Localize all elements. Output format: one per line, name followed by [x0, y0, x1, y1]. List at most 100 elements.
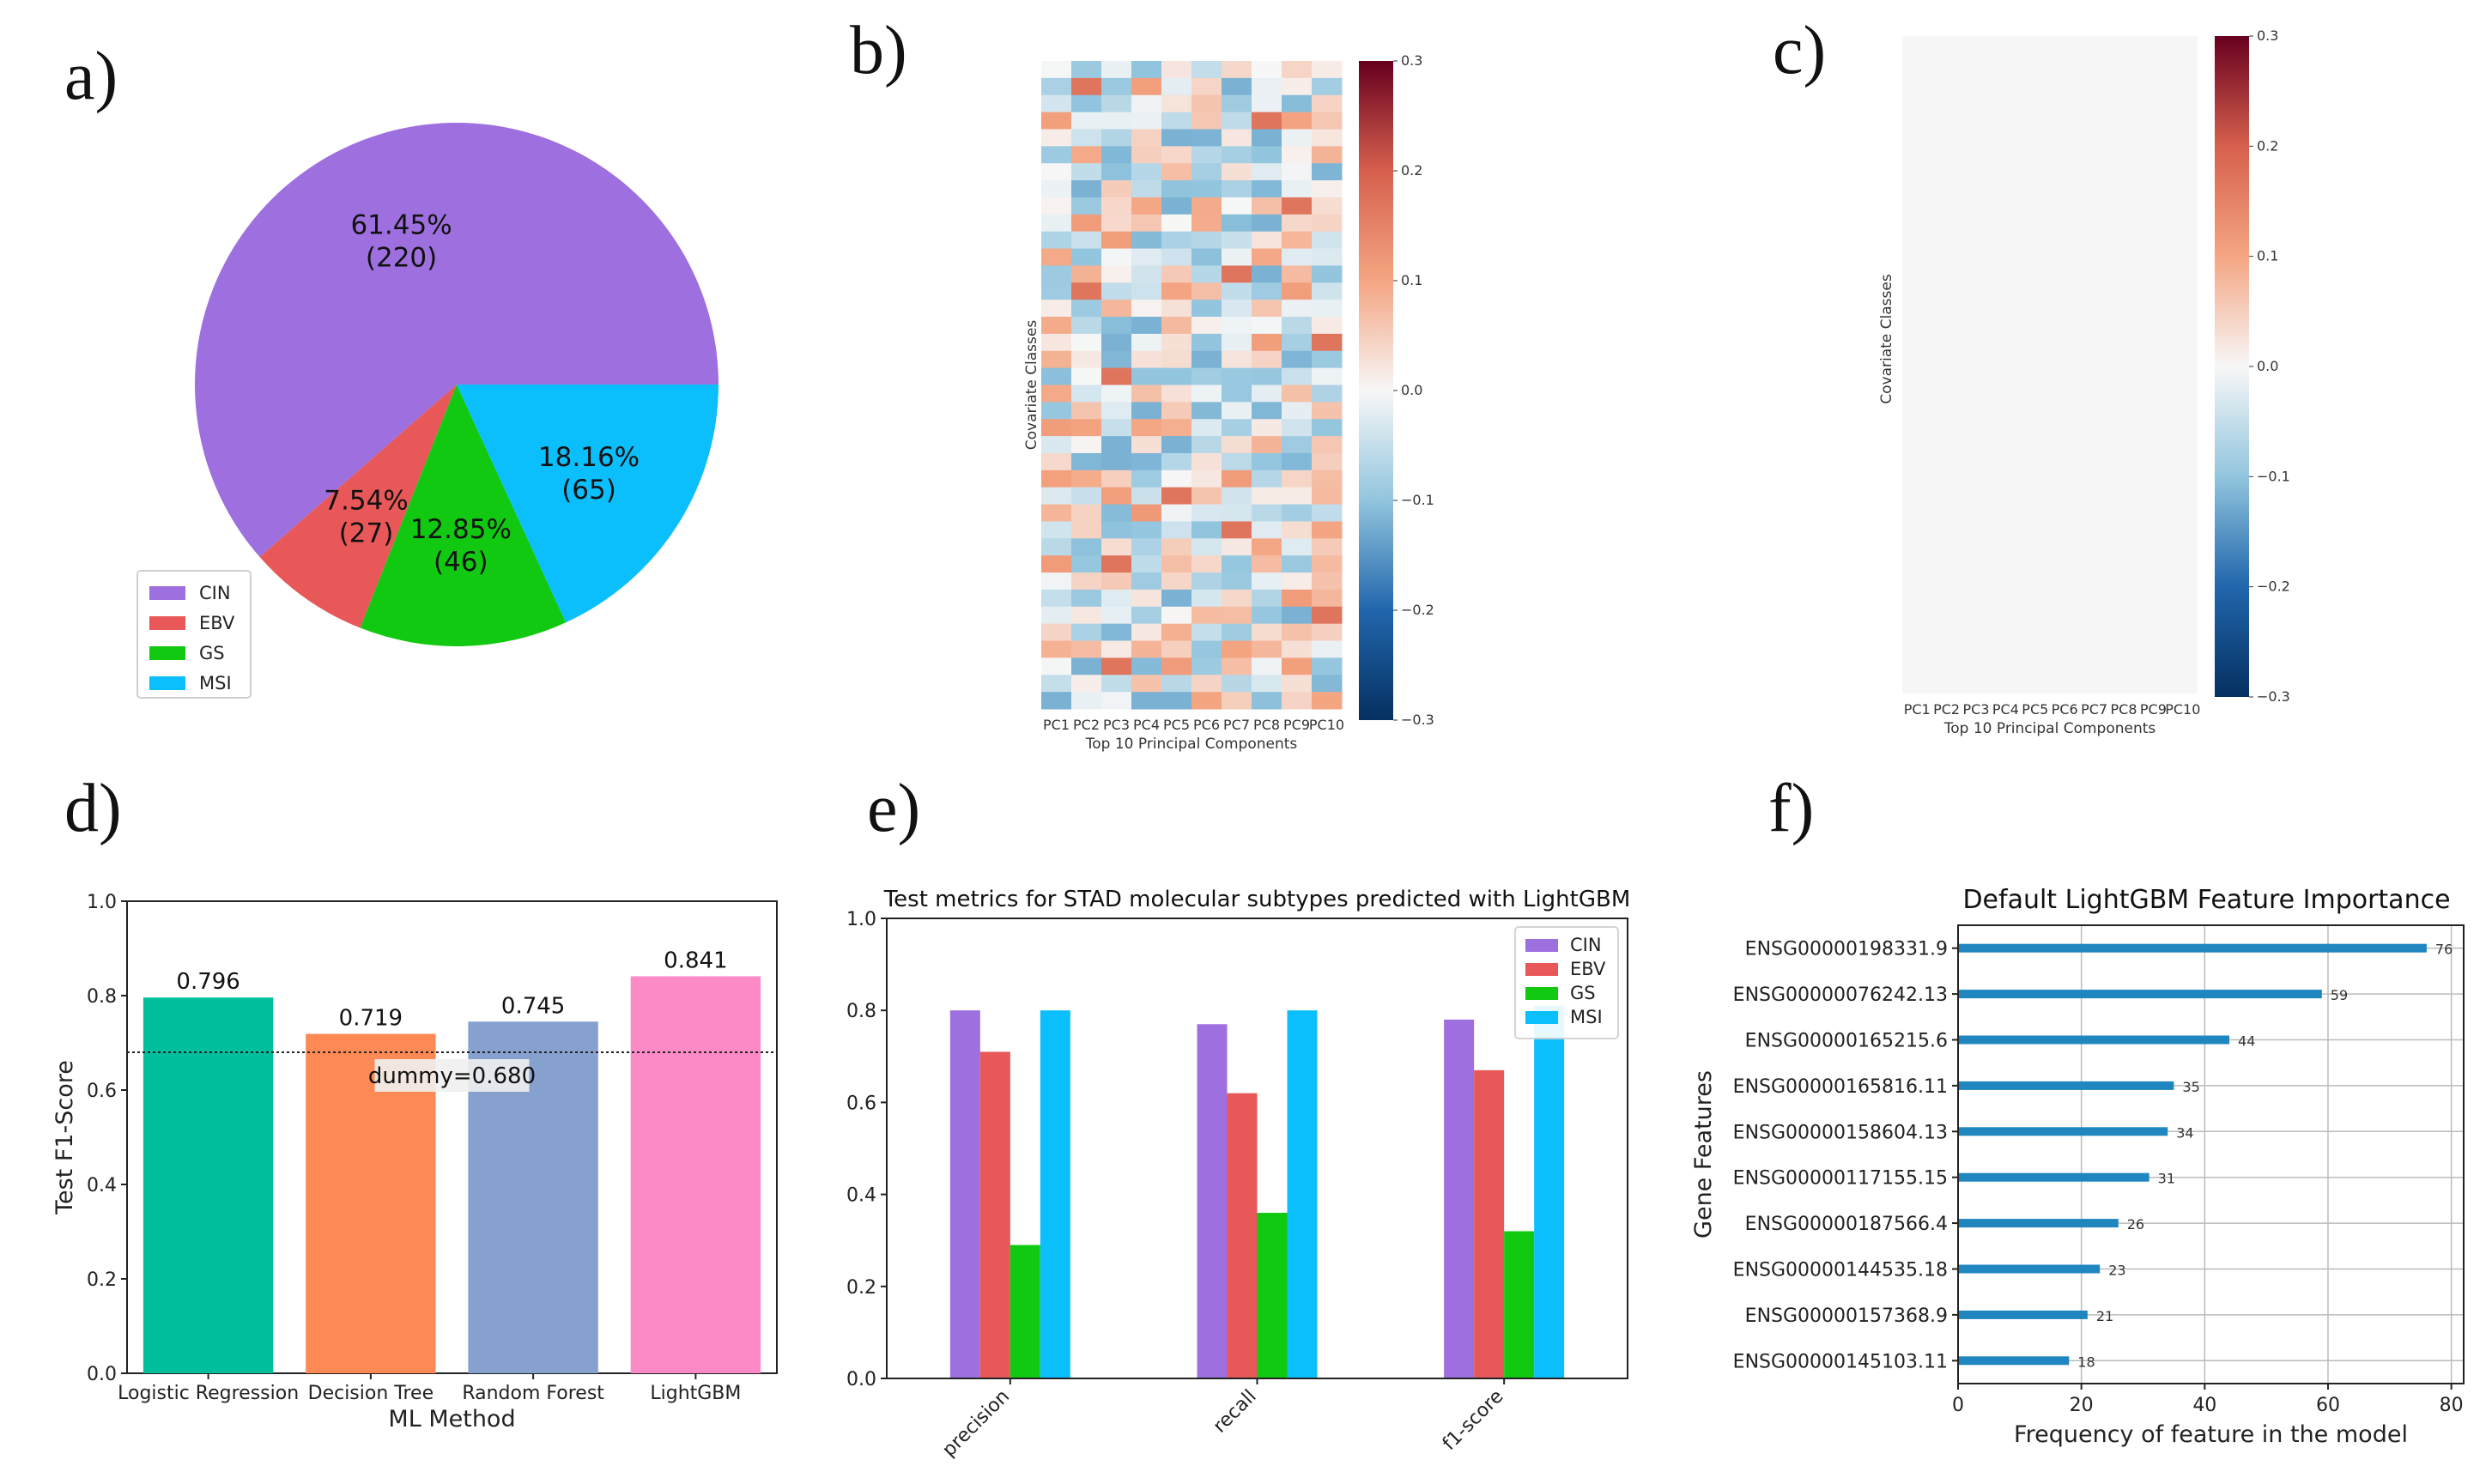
pie-slice-cin — [194, 122, 718, 558]
heatmap-c-cells — [1902, 36, 2198, 694]
heatmap-b-cell — [1282, 61, 1313, 79]
heatmap-b-cell — [1071, 675, 1102, 693]
heatmap-b-cell — [1312, 504, 1343, 522]
f1-xlabel: ML Method — [388, 1406, 515, 1433]
fi-ytick-label: ENSG00000157368.9 — [1745, 1305, 1948, 1327]
heatmap-b-cell — [1161, 163, 1192, 181]
heatmap-b-cell — [1252, 197, 1282, 215]
fi-bar-ENSG00000145103.11 — [1958, 1356, 2070, 1366]
heatmap-b-cell — [1312, 521, 1343, 539]
heatmap-c-xtick: PC10 — [2165, 701, 2200, 718]
heatmap-c-xtick: PC5 — [2022, 701, 2048, 718]
heatmap-b-cell — [1252, 265, 1282, 283]
heatmap-b-cell — [1252, 469, 1282, 488]
heatmap-b-cell — [1222, 675, 1252, 693]
fi-bar-value-label: 26 — [2127, 1216, 2144, 1233]
heatmap-b-cell — [1282, 640, 1313, 658]
f1-xtick-label: Decision Tree — [308, 1383, 434, 1404]
heatmap-b-cell — [1222, 248, 1252, 266]
fi-bar-ENSG00000157368.9 — [1958, 1310, 2088, 1319]
heatmap-b-cell — [1191, 197, 1222, 215]
heatmap-b-cell — [1101, 265, 1132, 283]
heatmap-b-cell — [1191, 129, 1222, 147]
heatmap-b-cell — [1071, 623, 1102, 642]
heatmap-b-cell — [1161, 129, 1192, 147]
heatmap-b-cell — [1222, 146, 1252, 164]
heatmap-b-colorbar-tick: 0.3 — [1401, 52, 1422, 69]
pie-legend-swatch-gs — [149, 646, 185, 660]
heatmap-c-colorbar-tick: −0.2 — [2257, 578, 2290, 595]
heatmap-b-cell — [1312, 197, 1343, 215]
heatmap-b-cell — [1282, 436, 1313, 454]
heatmap-b-cell — [1161, 300, 1192, 318]
heatmap-b-cell — [1131, 112, 1162, 130]
heatmap-b-cell — [1041, 231, 1072, 250]
heatmap-b-cell — [1101, 146, 1132, 164]
metrics-xtick-label: recall — [1210, 1386, 1261, 1438]
heatmap-b-cell — [1071, 589, 1102, 608]
metrics-bar-ebv-precision — [979, 1051, 1010, 1378]
fi-ytick-label: ENSG00000158604.13 — [1733, 1122, 1948, 1143]
pie-slice-ebv — [259, 385, 457, 628]
heatmap-b-cell — [1161, 214, 1192, 233]
heatmap-c-colorbar — [2215, 36, 2249, 697]
heatmap-b-cell — [1041, 504, 1072, 522]
heatmap-b-cell — [1041, 180, 1072, 198]
heatmap-b-cell — [1071, 146, 1102, 164]
heatmap-b-cell — [1131, 333, 1162, 352]
heatmap-b-cell — [1191, 692, 1222, 710]
heatmap-b-cell — [1252, 419, 1282, 437]
heatmap-b-cell — [1071, 333, 1102, 352]
heatmap-b-cell — [1071, 538, 1102, 556]
heatmap-b-cell — [1161, 231, 1192, 250]
heatmap-b-cell — [1071, 300, 1102, 318]
heatmap-c-xtick: PC4 — [1992, 701, 2019, 718]
heatmap-b-cell — [1101, 163, 1132, 181]
heatmap-b-cell — [1161, 640, 1192, 658]
heatmap-b-cell — [1131, 180, 1162, 198]
heatmap-b-cell — [1282, 692, 1313, 710]
heatmap-b-cell — [1282, 350, 1313, 369]
heatmap-b-cell — [1131, 129, 1162, 147]
heatmap-b-cell — [1161, 419, 1192, 437]
heatmap-b-cell — [1312, 657, 1343, 675]
heatmap-b-cell — [1312, 248, 1343, 266]
heatmap-b-cell — [1252, 385, 1282, 403]
heatmap-b-cell — [1252, 436, 1282, 454]
heatmap-b-cell — [1312, 214, 1343, 233]
pie-legend-swatch-ebv — [149, 616, 185, 630]
fi-bar-value-label: 18 — [2077, 1354, 2095, 1370]
heatmap-b-xtick: PC4 — [1133, 717, 1160, 733]
fi-bar-value-label: 34 — [2176, 1124, 2193, 1141]
heatmap-b-cell — [1252, 692, 1282, 710]
heatmap-b-cell — [1312, 282, 1343, 300]
heatmap-b-cell — [1191, 675, 1222, 693]
heatmap-b-cell — [1312, 163, 1343, 181]
heatmap-b-cell — [1191, 146, 1222, 164]
metrics-bar-ebv-f1-score — [1474, 1069, 1505, 1378]
heatmap-b-cell — [1101, 300, 1132, 318]
fi-ytick-label: ENSG00000144535.18 — [1733, 1260, 1948, 1281]
heatmap-b-cell — [1191, 282, 1222, 300]
heatmap-b-cell — [1161, 94, 1192, 113]
fi-bar-value-label: 44 — [2238, 1033, 2255, 1050]
heatmap-b-cell — [1222, 521, 1252, 539]
heatmap-b-colorbar-tick: −0.2 — [1401, 602, 1434, 618]
heatmap-b-cell — [1312, 436, 1343, 454]
f1-xtick-label: LightGBM — [650, 1383, 741, 1404]
heatmap-b-cell — [1041, 606, 1072, 625]
heatmap-b-cell — [1282, 265, 1313, 283]
heatmap-b-cell — [1131, 61, 1162, 79]
heatmap-b-cell — [1161, 402, 1192, 420]
fi-chart-title: Default LightGBM Feature Importance — [1962, 885, 2450, 915]
heatmap-b-cell — [1222, 555, 1252, 573]
heatmap-b-cell — [1161, 436, 1192, 454]
heatmap-b-cell — [1101, 94, 1132, 113]
heatmap-b-cell — [1161, 555, 1192, 573]
heatmap-b-xlabel: Top 10 Principal Components — [1085, 736, 1298, 753]
heatmap-b-cell — [1101, 487, 1132, 506]
metrics-legend-swatch-msi — [1525, 1011, 1558, 1024]
heatmap-b-cell — [1071, 504, 1102, 522]
f1-ytick-label: 0.4 — [87, 1175, 117, 1196]
heatmap-b-colorbar-tick: 0.0 — [1401, 382, 1422, 398]
